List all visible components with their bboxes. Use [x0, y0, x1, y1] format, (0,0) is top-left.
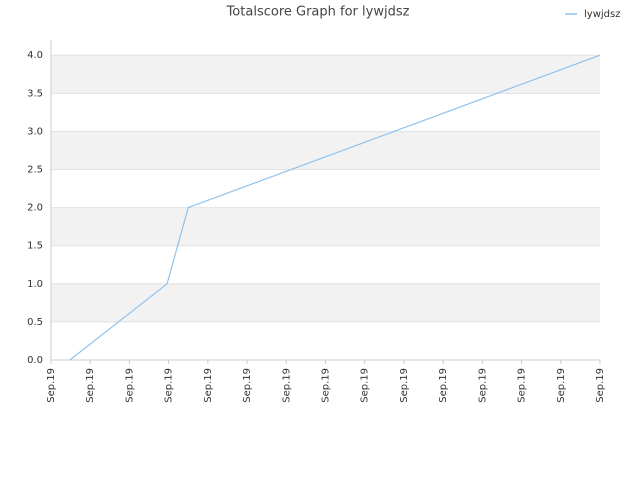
x-tick-label: Sep.19 [281, 368, 292, 403]
x-tick-label: Sep.19 [477, 368, 488, 403]
x-tick-label: Sep.19 [46, 368, 57, 403]
y-tick-label: 1.5 [27, 241, 43, 252]
legend-label: lywjdsz [584, 9, 620, 20]
x-tick-label: Sep.19 [124, 368, 135, 403]
plot-band [51, 169, 600, 208]
data-line [69, 54, 601, 361]
x-tick-label: Sep.19 [360, 368, 371, 403]
y-tick-label: 0.0 [27, 355, 43, 366]
y-tick-label: 4.0 [27, 50, 43, 61]
y-tick-label: 3.0 [27, 126, 43, 137]
x-tick-label: Sep.19 [321, 368, 332, 403]
x-tick-label: Sep.19 [438, 368, 449, 403]
x-tick-label: Sep.19 [85, 368, 96, 403]
x-tick-label: Sep.19 [595, 368, 606, 403]
x-tick-label: Sep.19 [164, 368, 175, 403]
plot-band [51, 245, 600, 284]
x-tick-label: Sep.19 [556, 368, 567, 403]
chart-title: Totalscore Graph for lywjdsz [226, 5, 410, 20]
plot-band [51, 93, 600, 132]
y-tick-label: 3.5 [27, 88, 43, 99]
y-tick-label: 0.5 [27, 317, 43, 328]
x-tick-label: Sep.19 [242, 368, 253, 403]
x-tick-label: Sep.19 [203, 368, 214, 403]
y-tick-label: 2.0 [27, 203, 43, 214]
x-tick-label: Sep.19 [399, 368, 410, 403]
plot-band [51, 321, 600, 360]
x-tick-label: Sep.19 [517, 368, 528, 403]
y-tick-label: 1.0 [27, 279, 43, 290]
plot-band [51, 40, 600, 56]
y-tick-label: 2.5 [27, 165, 43, 176]
